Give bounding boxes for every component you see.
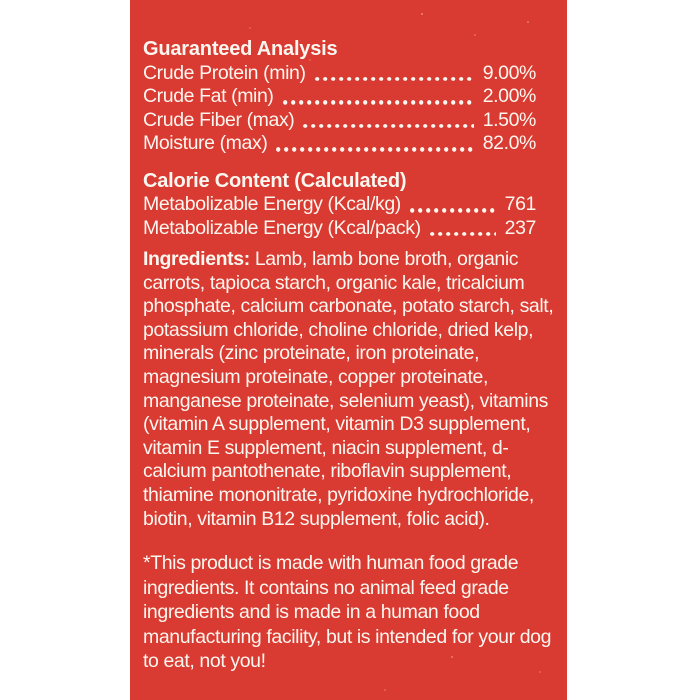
calorie-row-value: 237 (504, 216, 537, 239)
analysis-row-value: 9.00% (482, 61, 537, 84)
analysis-row-value: 82.0% (482, 132, 537, 154)
dot-leader (408, 193, 498, 217)
dot-leader (301, 109, 475, 133)
ingredients-heading: Ingredients: (143, 248, 250, 270)
footnote-text: *This product is made with human food gr… (143, 552, 552, 673)
guaranteed-analysis-section: Guaranteed Analysis Crude Protein (min) … (143, 38, 554, 156)
dot-leader (428, 217, 498, 241)
analysis-row: Crude Fat (min) 2.00% (143, 85, 554, 109)
guaranteed-analysis-heading: Guaranteed Analysis (143, 38, 338, 60)
dot-leader (274, 132, 475, 156)
ingredients-paragraph: Ingredients: Lamb, lamb bone broth, orga… (143, 248, 554, 531)
analysis-row: Crude Protein (min) 9.00% (143, 62, 554, 86)
analysis-row-value: 1.50% (482, 108, 537, 131)
label-content: Guaranteed Analysis Crude Protein (min) … (143, 38, 554, 674)
calorie-content-heading: Calorie Content (Calculated) (143, 169, 407, 192)
dot-leader (313, 62, 476, 86)
analysis-row: Moisture (max) 82.0% (143, 132, 554, 156)
calorie-row-label: Metabolizable Energy (Kcal/kg) (143, 193, 401, 215)
analysis-row-value: 2.00% (482, 85, 537, 107)
ingredients-text: Lamb, lamb bone broth, organic carrots, … (143, 248, 554, 530)
analysis-row-label: Crude Fat (min) (143, 85, 274, 107)
dot-leader (281, 85, 476, 109)
analysis-row-label: Crude Protein (min) (143, 61, 306, 84)
calorie-content-section: Calorie Content (Calculated) Metabolizab… (143, 170, 554, 241)
calorie-row: Metabolizable Energy (Kcal/pack) 237 (143, 217, 554, 241)
analysis-row-label: Moisture (max) (143, 132, 268, 154)
analysis-row-label: Crude Fiber (max) (143, 108, 295, 131)
analysis-row: Crude Fiber (max) 1.50% (143, 109, 554, 133)
nutrition-label: Guaranteed Analysis Crude Protein (min) … (130, 0, 567, 700)
calorie-row-label: Metabolizable Energy (Kcal/pack) (143, 216, 421, 239)
calorie-row: Metabolizable Energy (Kcal/kg) 761 (143, 193, 554, 217)
calorie-row-value: 761 (504, 193, 537, 215)
